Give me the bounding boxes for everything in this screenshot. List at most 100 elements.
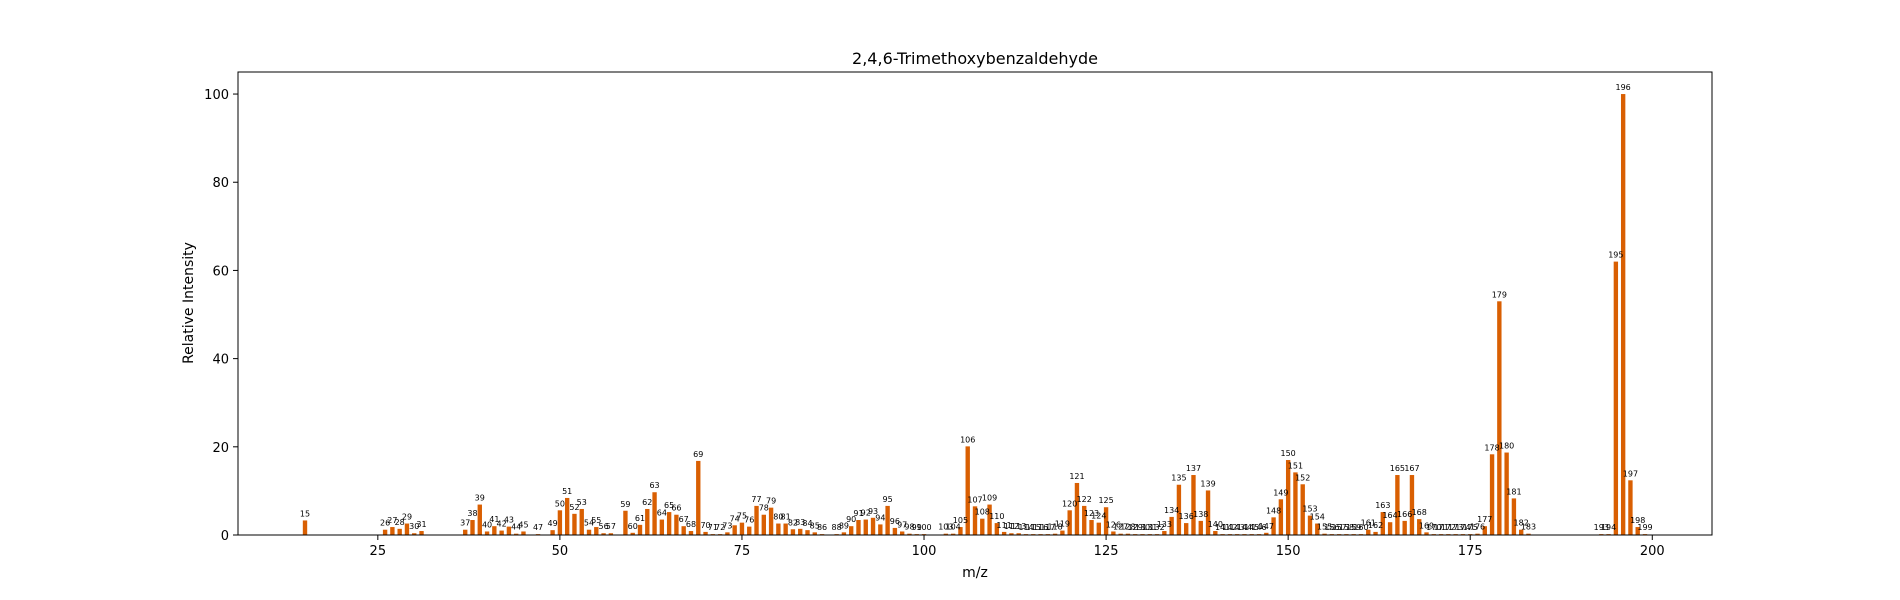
bar-mz-119 — [1060, 530, 1065, 535]
bar-label-mz-166: 166 — [1397, 510, 1412, 519]
bar-label-mz-196: 196 — [1616, 83, 1631, 92]
bar-mz-94 — [878, 524, 883, 535]
bar-label-mz-173: 173 — [1448, 523, 1463, 532]
x-tick-label: 175 — [1458, 544, 1483, 559]
bar-label-mz-197: 197 — [1623, 469, 1638, 478]
bar-label-mz-180: 180 — [1499, 442, 1514, 451]
bar-mz-177 — [1482, 526, 1487, 535]
bar-mz-92 — [863, 519, 868, 535]
bar-label-mz-81: 81 — [781, 513, 791, 522]
bar-label-mz-177: 177 — [1477, 515, 1492, 524]
bar-mz-167 — [1409, 475, 1415, 535]
bar-mz-126 — [1111, 531, 1116, 535]
bar-label-mz-26: 26 — [380, 519, 390, 528]
bar-label-mz-131: 131 — [1142, 523, 1157, 532]
bar-mz-137 — [1191, 475, 1196, 535]
bar-label-mz-98: 98 — [904, 523, 914, 532]
bar-label-mz-80: 80 — [773, 513, 783, 522]
bar-label-mz-145: 145 — [1244, 523, 1259, 532]
bar-label-mz-142: 142 — [1222, 523, 1237, 532]
bar-label-mz-94: 94 — [875, 513, 885, 522]
bar-mz-138 — [1198, 520, 1203, 535]
bar-label-mz-76: 76 — [744, 516, 754, 525]
bar-label-mz-171: 171 — [1433, 523, 1448, 532]
bar-label-mz-136: 136 — [1179, 512, 1194, 521]
bar-mz-80 — [776, 523, 781, 535]
bar-mz-56 — [601, 533, 606, 535]
plot-frame — [237, 71, 1713, 536]
bar-label-mz-30: 30 — [409, 522, 419, 531]
bar-label-mz-109: 109 — [982, 494, 997, 503]
bar-label-mz-174: 174 — [1455, 523, 1470, 532]
bar-label-mz-50: 50 — [555, 499, 565, 508]
bar-mz-73 — [725, 532, 730, 535]
bar-label-mz-65: 65 — [664, 501, 674, 510]
bar-label-mz-52: 52 — [569, 503, 579, 512]
bar-label-mz-72: 72 — [715, 523, 725, 532]
bar-mz-40 — [484, 531, 490, 535]
bar-label-mz-67: 67 — [679, 515, 689, 524]
bar-label-mz-54: 54 — [584, 519, 594, 528]
bar-label-mz-40: 40 — [482, 520, 492, 529]
x-tick-label: 50 — [552, 544, 569, 559]
bar-label-mz-155: 155 — [1317, 523, 1332, 532]
bar-mz-155 — [1322, 533, 1327, 535]
bar-mz-168 — [1417, 519, 1422, 535]
bar-mz-77 — [754, 505, 759, 535]
bar-mz-57 — [608, 533, 614, 535]
bar-label-mz-169: 169 — [1419, 521, 1434, 530]
bar-label-mz-143: 143 — [1230, 523, 1245, 532]
x-tick-label: 200 — [1640, 544, 1665, 559]
bar-label-mz-167: 167 — [1404, 464, 1419, 473]
bar-mz-105 — [958, 527, 963, 535]
bar-mz-50 — [557, 510, 563, 535]
bar-mz-122 — [1082, 505, 1087, 535]
bar-label-mz-15: 15 — [300, 509, 310, 518]
bar-mz-79 — [768, 507, 774, 535]
bar-mz-84 — [805, 530, 810, 535]
bar-label-mz-163: 163 — [1375, 501, 1390, 510]
bar-mz-118 — [1052, 533, 1058, 535]
bar-mz-64 — [659, 519, 665, 535]
bar-label-mz-153: 153 — [1302, 505, 1317, 514]
x-tick-label: 150 — [1276, 544, 1301, 559]
bar-mz-103 — [943, 533, 949, 535]
bar-label-mz-71: 71 — [708, 523, 718, 532]
bar-mz-98 — [907, 533, 912, 535]
bar-mz-112 — [1009, 533, 1014, 535]
bar-label-mz-83: 83 — [795, 518, 805, 527]
bar-label-mz-93: 93 — [868, 507, 878, 516]
bar-label-mz-137: 137 — [1186, 464, 1201, 473]
bar-mz-67 — [681, 526, 686, 535]
bar-mz-178 — [1489, 454, 1495, 535]
bar-mz-113 — [1016, 533, 1021, 535]
bar-label-mz-164: 164 — [1382, 511, 1397, 520]
bar-mz-151 — [1293, 472, 1298, 535]
bar-mz-198 — [1635, 527, 1640, 535]
bar-mz-180 — [1504, 452, 1509, 535]
bar-mz-196 — [1620, 94, 1626, 536]
bar-label-mz-75: 75 — [737, 512, 747, 521]
bar-label-mz-141: 141 — [1215, 523, 1230, 532]
bar-mz-96 — [892, 527, 898, 535]
y-tick-label: 0 — [221, 529, 229, 544]
bar-mz-179 — [1497, 301, 1502, 535]
bar-label-mz-86: 86 — [817, 523, 827, 532]
bar-label-mz-59: 59 — [620, 500, 630, 509]
bar-label-mz-63: 63 — [649, 481, 659, 490]
bar-mz-169 — [1424, 532, 1429, 535]
bar-mz-164 — [1387, 522, 1393, 535]
bar-label-mz-125: 125 — [1098, 496, 1113, 505]
bar-label-mz-39: 39 — [475, 494, 485, 503]
bar-mz-31 — [419, 531, 424, 535]
bar-mz-106 — [965, 446, 970, 535]
bar-mz-183 — [1526, 533, 1531, 535]
bar-label-mz-74: 74 — [730, 514, 740, 523]
bar-mz-37 — [463, 529, 468, 535]
bar-label-mz-121: 121 — [1069, 472, 1084, 481]
bar-label-mz-90: 90 — [846, 515, 856, 524]
bar-label-mz-139: 139 — [1200, 479, 1215, 488]
bar-mz-176 — [1475, 533, 1480, 535]
